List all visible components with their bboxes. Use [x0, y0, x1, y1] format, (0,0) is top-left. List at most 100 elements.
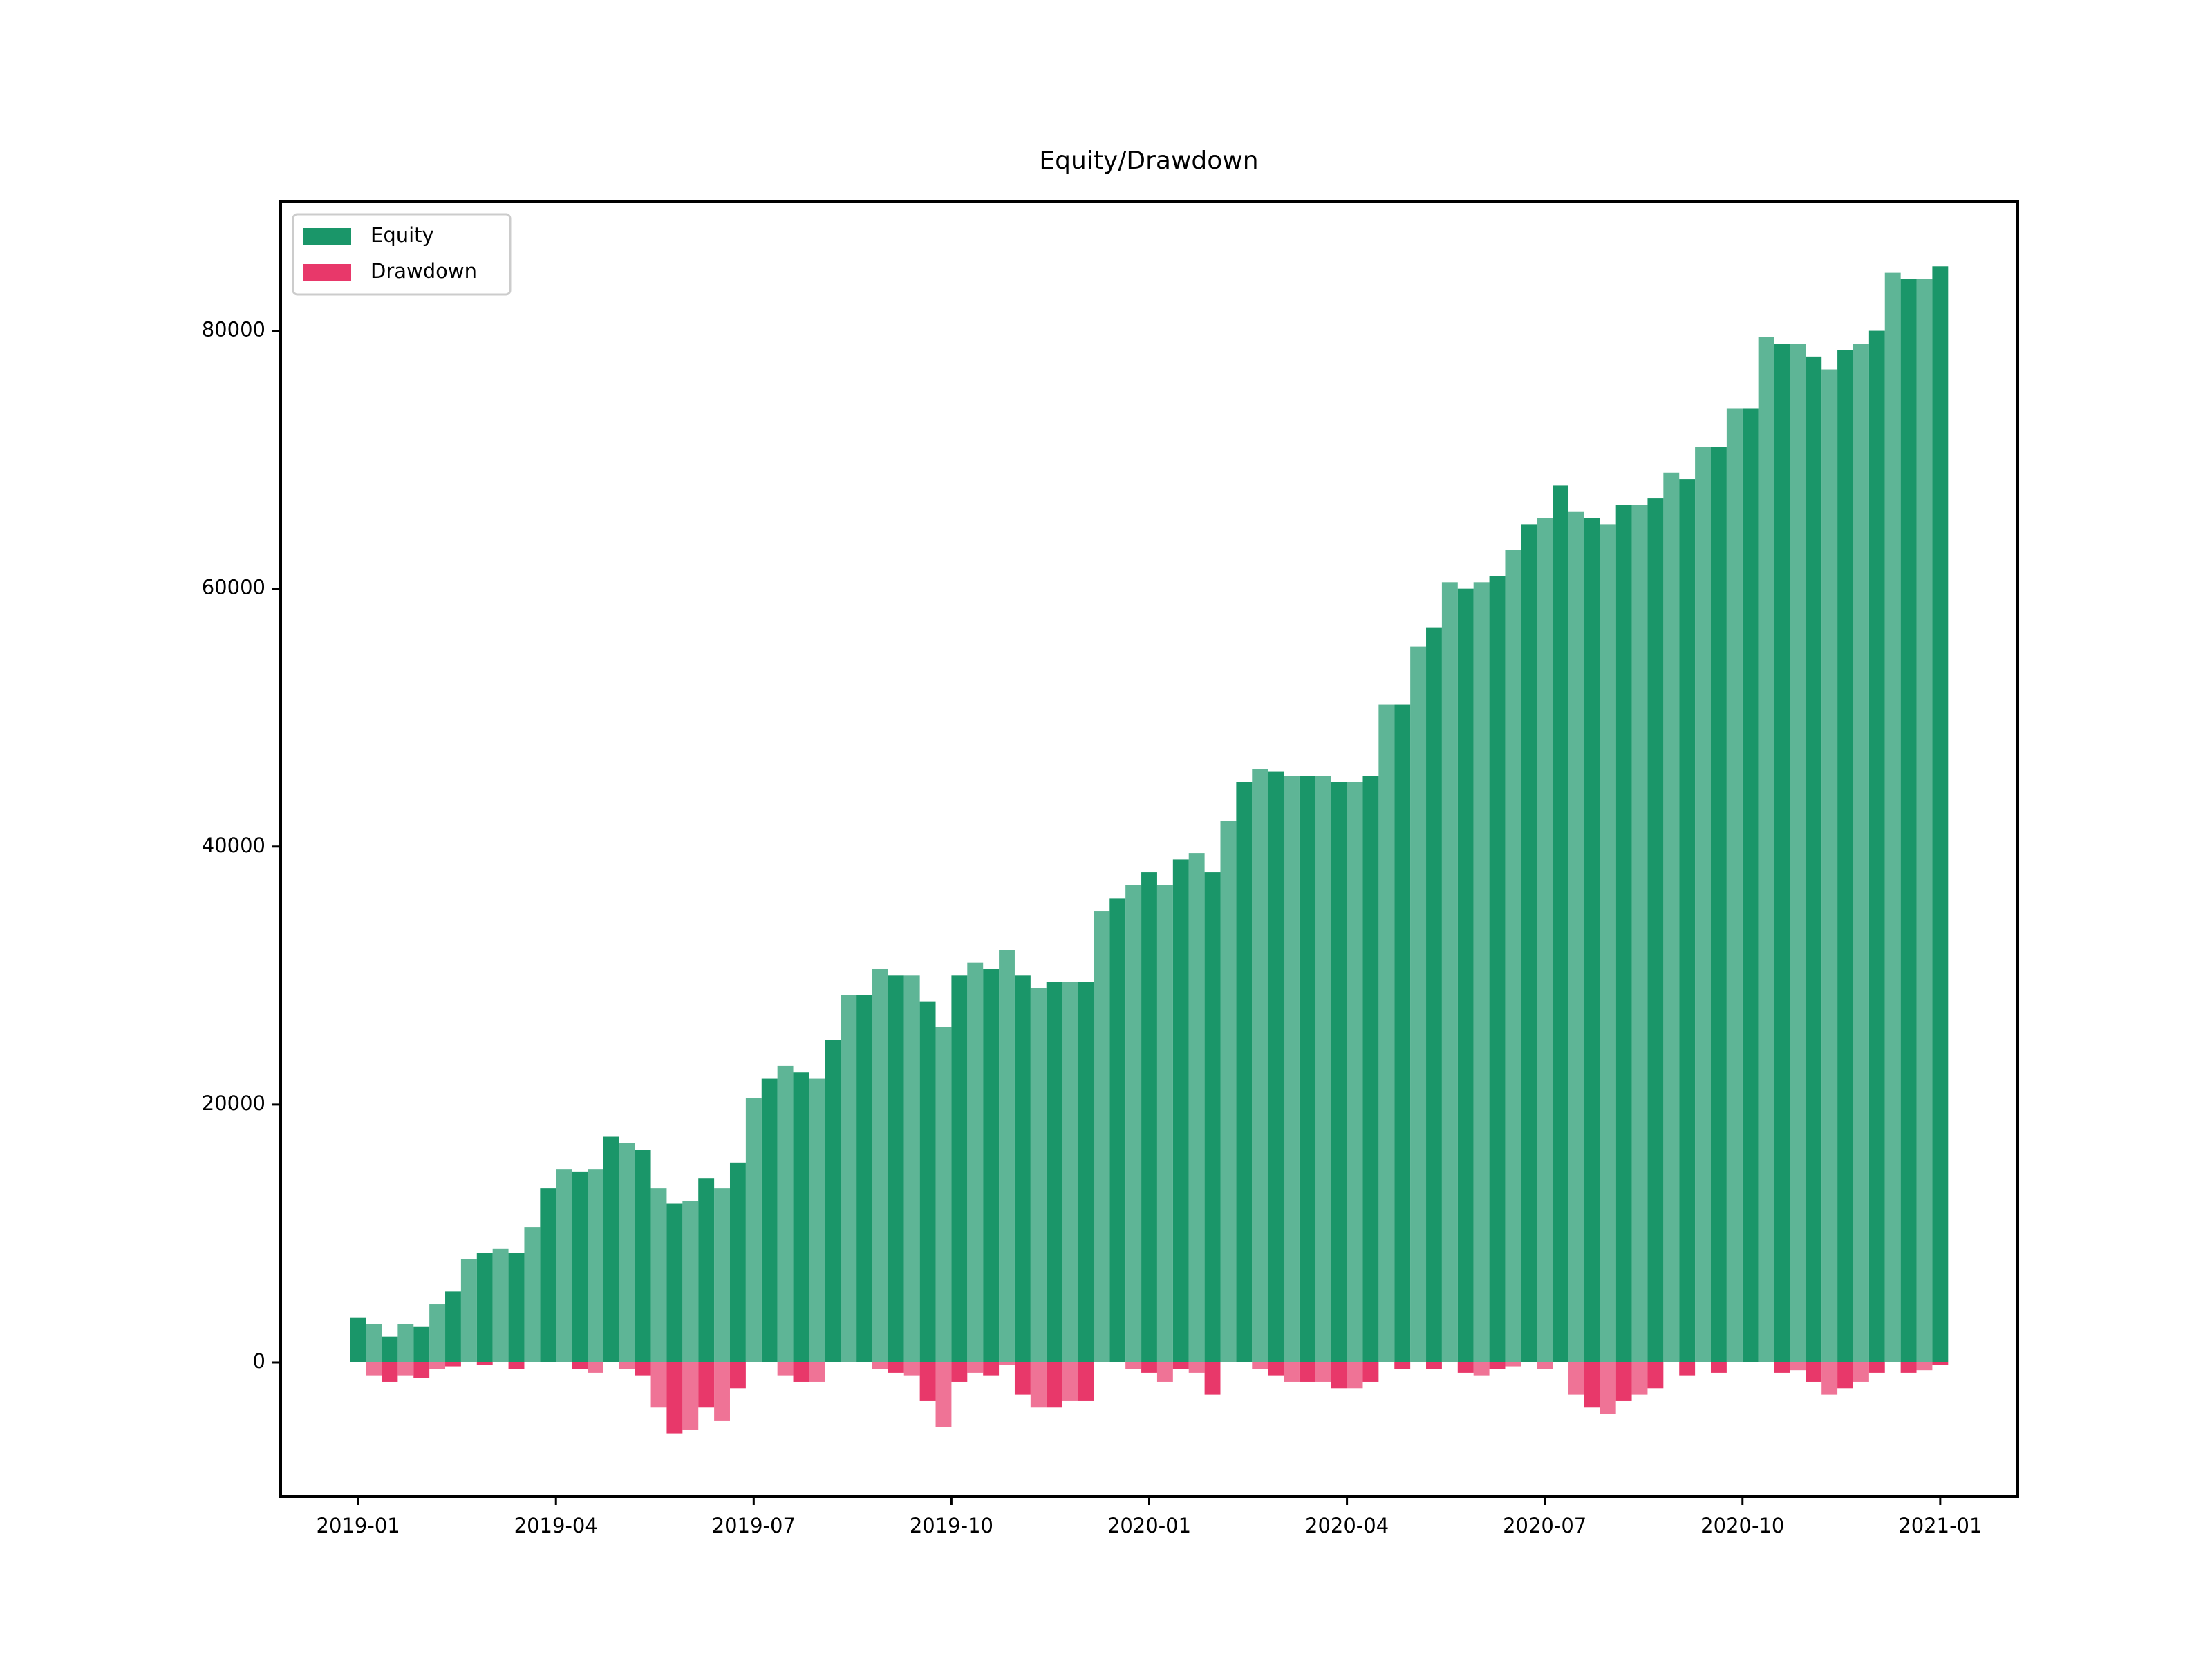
bar [1410, 646, 1427, 1362]
bar [1505, 1362, 1521, 1367]
legend-swatch [303, 228, 351, 245]
bar [1489, 576, 1506, 1362]
bar [872, 968, 888, 1362]
bar [1268, 1362, 1284, 1376]
bar [1916, 279, 1933, 1362]
bar [1457, 588, 1474, 1362]
bar [508, 1253, 525, 1362]
bar [1647, 1362, 1664, 1389]
legend-label: Drawdown [371, 259, 477, 283]
bar [572, 1362, 588, 1369]
bar [1837, 350, 1853, 1362]
bar [793, 1362, 809, 1382]
bar [650, 1362, 667, 1408]
bar [635, 1362, 651, 1376]
bar [492, 1248, 509, 1362]
bar [1062, 1362, 1078, 1401]
bar [1109, 898, 1126, 1362]
bar [572, 1171, 588, 1362]
bar [1900, 279, 1917, 1362]
legend-label: Equity [371, 223, 434, 247]
bar [413, 1362, 430, 1378]
bar [951, 1362, 968, 1382]
bar [1299, 1362, 1315, 1382]
y-tick-label: 80000 [202, 318, 265, 341]
bar [1078, 1362, 1094, 1401]
bar [382, 1362, 398, 1382]
bar [1236, 782, 1253, 1362]
bar [460, 1259, 477, 1362]
bar [1362, 776, 1379, 1362]
x-tick-label: 2019-01 [317, 1514, 400, 1537]
plot-area [350, 266, 1949, 1434]
bar [714, 1188, 730, 1362]
bar [556, 1169, 572, 1362]
bar [1568, 1362, 1584, 1395]
bar [1774, 344, 1790, 1362]
bar [619, 1143, 635, 1362]
bar [1141, 1362, 1157, 1373]
bar [476, 1362, 493, 1365]
bar [1758, 337, 1774, 1362]
bar [1916, 1362, 1933, 1371]
bar [382, 1336, 398, 1362]
bar [983, 968, 1000, 1362]
bar [1014, 975, 1031, 1362]
bar [999, 1362, 1015, 1365]
bar [1821, 1362, 1838, 1395]
bar [1188, 853, 1205, 1362]
bar [1473, 1362, 1490, 1376]
bar [1553, 485, 1569, 1362]
y-tick-label: 20000 [202, 1091, 265, 1115]
bar [1046, 982, 1062, 1362]
bar [588, 1169, 603, 1362]
legend: Equity Drawdown [292, 213, 512, 296]
bar [682, 1362, 699, 1430]
x-tick-label: 2019-07 [712, 1514, 796, 1537]
bar [903, 1362, 920, 1376]
bar [1710, 447, 1727, 1362]
bar [1615, 505, 1632, 1362]
bar [1030, 988, 1047, 1362]
bar [888, 975, 904, 1362]
bar [1790, 1362, 1806, 1371]
bar [366, 1362, 382, 1376]
bar [1078, 982, 1094, 1362]
bar [397, 1362, 414, 1376]
bar [777, 1362, 794, 1376]
bar [1268, 771, 1284, 1362]
bar [1204, 1362, 1221, 1395]
bar [1584, 1362, 1600, 1408]
bar [1284, 776, 1300, 1362]
x-tick-label: 2020-10 [1700, 1514, 1784, 1537]
bar [714, 1362, 730, 1421]
bar [1252, 1362, 1268, 1369]
bar [1094, 911, 1110, 1362]
bar [1204, 872, 1221, 1362]
y-tick-label: 60000 [202, 576, 265, 599]
bar [1505, 550, 1521, 1362]
bar [524, 1227, 541, 1362]
bar [825, 1040, 841, 1362]
bar [1631, 505, 1648, 1362]
chart-title: Equity/Drawdown [1039, 147, 1258, 175]
bar [445, 1362, 461, 1367]
bar [588, 1362, 603, 1373]
bar [1426, 1362, 1442, 1369]
bar [1062, 982, 1078, 1362]
bar [1679, 479, 1696, 1362]
bar [619, 1362, 635, 1369]
bar [1457, 1362, 1474, 1373]
bar [508, 1362, 525, 1369]
bar [1489, 1362, 1506, 1369]
bar [666, 1203, 683, 1362]
bar [1537, 1362, 1553, 1369]
bar [698, 1178, 715, 1362]
bar [1932, 1362, 1949, 1365]
bar [1853, 344, 1869, 1362]
bar [397, 1324, 414, 1362]
bar [1347, 782, 1363, 1362]
bar [698, 1362, 715, 1408]
bar [1806, 356, 1822, 1362]
